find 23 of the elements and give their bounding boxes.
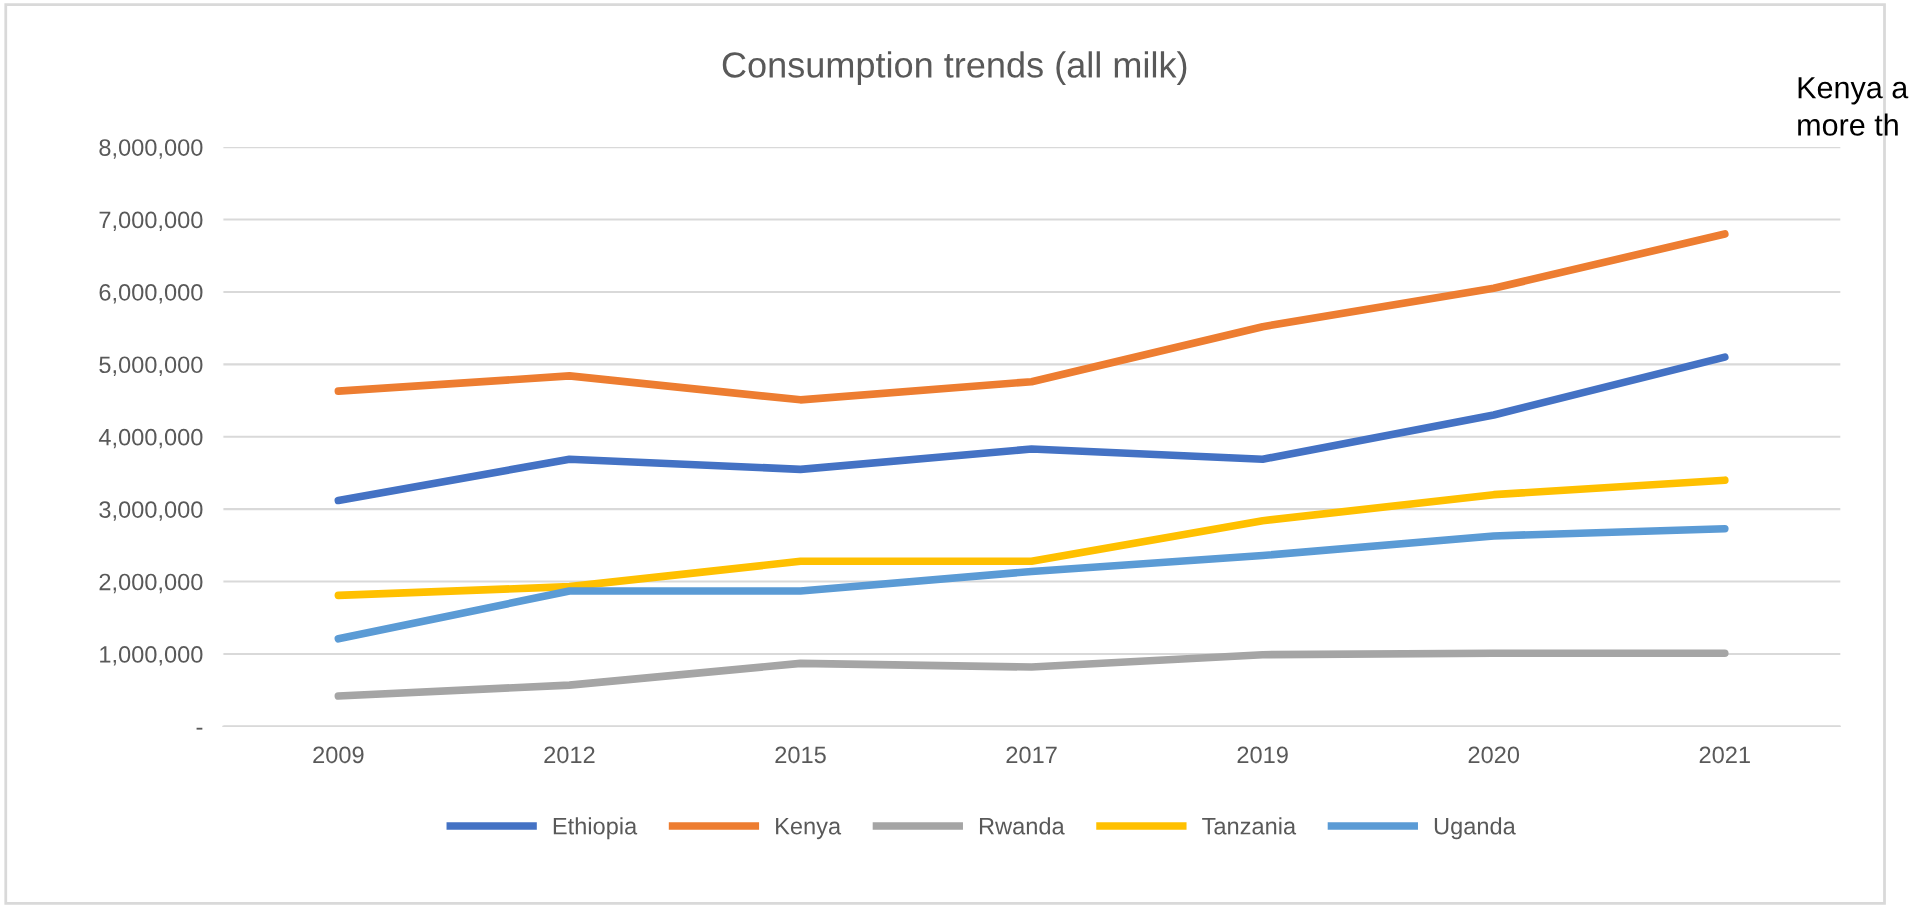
y-tick-label: 4,000,000: [98, 428, 203, 449]
x-tick-label: 2019: [1237, 746, 1288, 764]
legend-label: Kenya: [776, 818, 842, 840]
x-tick-label: 2020: [1468, 746, 1520, 764]
x-tick-label: 2015: [775, 746, 826, 764]
x-tick-label: 2021: [1699, 746, 1750, 764]
y-tick-label: 5,000,000: [99, 356, 203, 376]
x-tick-label: 2009: [313, 746, 364, 764]
legend-label: Rwanda: [979, 817, 1065, 835]
legend-label: Ethiopia: [553, 817, 638, 840]
x-tick-label: 2017: [1006, 746, 1057, 764]
y-tick-label: 6,000,000: [99, 283, 203, 304]
y-tick-label: 7,000,000: [99, 211, 203, 232]
y-tick-label: 2,000,000: [99, 573, 203, 594]
y-tick-label: -: [196, 727, 203, 730]
y-tick-label: 1,000,000: [100, 646, 203, 666]
text: Kenya a more th: [1798, 77, 1909, 136]
y-tick-label: 3,000,000: [99, 501, 203, 521]
x-tick-label: 2012: [544, 746, 595, 764]
legend-label: Uganda: [1434, 817, 1516, 840]
legend-label: Tanzania: [1202, 817, 1297, 835]
chart-title: Consumption trends (all milk): [722, 51, 1187, 85]
y-tick-label: 8,000,000: [99, 139, 203, 159]
